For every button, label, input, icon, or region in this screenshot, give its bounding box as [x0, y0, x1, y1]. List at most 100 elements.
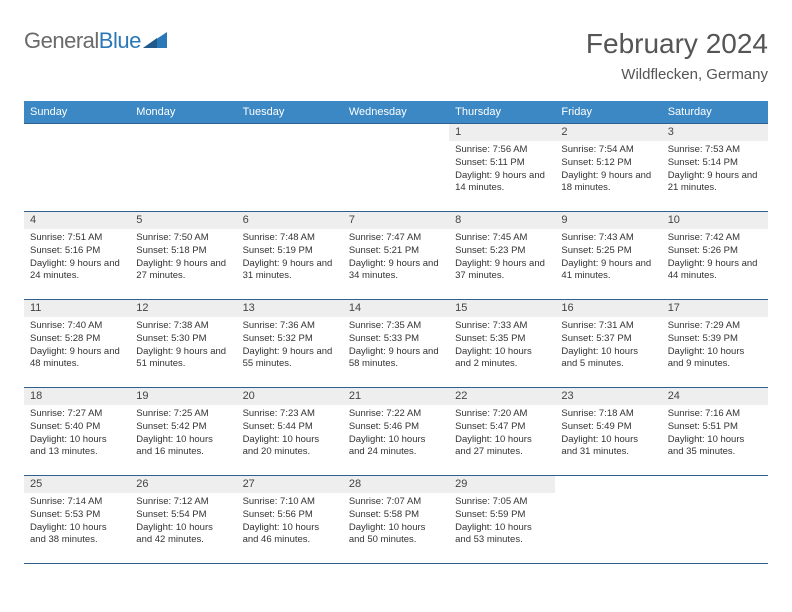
sunset-line: Sunset: 5:33 PM	[349, 333, 443, 346]
logo-text: GeneralBlue	[24, 28, 141, 54]
sunset-line: Sunset: 5:16 PM	[30, 245, 124, 258]
sunset-line: Sunset: 5:19 PM	[243, 245, 337, 258]
day-number: 3	[662, 124, 768, 141]
day-number: 6	[237, 212, 343, 229]
calendar-cell: 13Sunrise: 7:36 AMSunset: 5:32 PMDayligh…	[237, 300, 343, 388]
day-number: 25	[24, 476, 130, 493]
calendar-cell: 18Sunrise: 7:27 AMSunset: 5:40 PMDayligh…	[24, 388, 130, 476]
sunrise-line: Sunrise: 7:16 AM	[668, 408, 762, 421]
daylight-line: Daylight: 9 hours and 14 minutes.	[455, 170, 549, 196]
sunrise-line: Sunrise: 7:07 AM	[349, 496, 443, 509]
day-header: Monday	[130, 101, 236, 124]
calendar-cell	[555, 476, 661, 564]
calendar-cell: 27Sunrise: 7:10 AMSunset: 5:56 PMDayligh…	[237, 476, 343, 564]
sunset-line: Sunset: 5:47 PM	[455, 421, 549, 434]
day-details: Sunrise: 7:51 AMSunset: 5:16 PMDaylight:…	[24, 229, 130, 287]
sunrise-line: Sunrise: 7:33 AM	[455, 320, 549, 333]
day-number: 5	[130, 212, 236, 229]
day-details: Sunrise: 7:33 AMSunset: 5:35 PMDaylight:…	[449, 317, 555, 375]
sunrise-line: Sunrise: 7:42 AM	[668, 232, 762, 245]
day-details: Sunrise: 7:20 AMSunset: 5:47 PMDaylight:…	[449, 405, 555, 463]
calendar-cell	[237, 124, 343, 212]
calendar-cell: 26Sunrise: 7:12 AMSunset: 5:54 PMDayligh…	[130, 476, 236, 564]
daylight-line: Daylight: 9 hours and 51 minutes.	[136, 346, 230, 372]
logo-text-blue: Blue	[99, 28, 141, 53]
daylight-line: Daylight: 10 hours and 16 minutes.	[136, 434, 230, 460]
calendar-cell	[343, 124, 449, 212]
day-number: 9	[555, 212, 661, 229]
daylight-line: Daylight: 9 hours and 27 minutes.	[136, 258, 230, 284]
calendar-body: 1Sunrise: 7:56 AMSunset: 5:11 PMDaylight…	[24, 124, 768, 564]
day-number-bar-empty	[662, 476, 768, 493]
sunrise-line: Sunrise: 7:56 AM	[455, 144, 549, 157]
sunrise-line: Sunrise: 7:25 AM	[136, 408, 230, 421]
day-details: Sunrise: 7:18 AMSunset: 5:49 PMDaylight:…	[555, 405, 661, 463]
sunrise-line: Sunrise: 7:20 AM	[455, 408, 549, 421]
day-details: Sunrise: 7:10 AMSunset: 5:56 PMDaylight:…	[237, 493, 343, 551]
day-details: Sunrise: 7:12 AMSunset: 5:54 PMDaylight:…	[130, 493, 236, 551]
sunrise-line: Sunrise: 7:48 AM	[243, 232, 337, 245]
day-details: Sunrise: 7:16 AMSunset: 5:51 PMDaylight:…	[662, 405, 768, 463]
calendar-cell: 6Sunrise: 7:48 AMSunset: 5:19 PMDaylight…	[237, 212, 343, 300]
sunset-line: Sunset: 5:18 PM	[136, 245, 230, 258]
day-details: Sunrise: 7:53 AMSunset: 5:14 PMDaylight:…	[662, 141, 768, 199]
day-number: 4	[24, 212, 130, 229]
day-details: Sunrise: 7:23 AMSunset: 5:44 PMDaylight:…	[237, 405, 343, 463]
day-details: Sunrise: 7:38 AMSunset: 5:30 PMDaylight:…	[130, 317, 236, 375]
calendar-cell: 17Sunrise: 7:29 AMSunset: 5:39 PMDayligh…	[662, 300, 768, 388]
sunrise-line: Sunrise: 7:14 AM	[30, 496, 124, 509]
day-details: Sunrise: 7:40 AMSunset: 5:28 PMDaylight:…	[24, 317, 130, 375]
day-number: 13	[237, 300, 343, 317]
daylight-line: Daylight: 9 hours and 34 minutes.	[349, 258, 443, 284]
day-number: 2	[555, 124, 661, 141]
sunrise-line: Sunrise: 7:50 AM	[136, 232, 230, 245]
daylight-line: Daylight: 9 hours and 48 minutes.	[30, 346, 124, 372]
calendar-cell: 10Sunrise: 7:42 AMSunset: 5:26 PMDayligh…	[662, 212, 768, 300]
calendar-cell: 28Sunrise: 7:07 AMSunset: 5:58 PMDayligh…	[343, 476, 449, 564]
day-details: Sunrise: 7:56 AMSunset: 5:11 PMDaylight:…	[449, 141, 555, 199]
day-number-bar-empty	[555, 476, 661, 493]
calendar-cell: 29Sunrise: 7:05 AMSunset: 5:59 PMDayligh…	[449, 476, 555, 564]
daylight-line: Daylight: 9 hours and 58 minutes.	[349, 346, 443, 372]
daylight-line: Daylight: 10 hours and 2 minutes.	[455, 346, 549, 372]
daylight-line: Daylight: 10 hours and 24 minutes.	[349, 434, 443, 460]
daylight-line: Daylight: 10 hours and 9 minutes.	[668, 346, 762, 372]
day-details: Sunrise: 7:48 AMSunset: 5:19 PMDaylight:…	[237, 229, 343, 287]
day-number: 16	[555, 300, 661, 317]
daylight-line: Daylight: 10 hours and 27 minutes.	[455, 434, 549, 460]
daylight-line: Daylight: 10 hours and 13 minutes.	[30, 434, 124, 460]
daylight-line: Daylight: 10 hours and 53 minutes.	[455, 522, 549, 548]
sunset-line: Sunset: 5:32 PM	[243, 333, 337, 346]
sunset-line: Sunset: 5:51 PM	[668, 421, 762, 434]
day-details: Sunrise: 7:25 AMSunset: 5:42 PMDaylight:…	[130, 405, 236, 463]
day-header-row: Sunday Monday Tuesday Wednesday Thursday…	[24, 101, 768, 124]
sunset-line: Sunset: 5:37 PM	[561, 333, 655, 346]
logo: GeneralBlue	[24, 28, 171, 54]
day-header: Saturday	[662, 101, 768, 124]
day-number: 26	[130, 476, 236, 493]
daylight-line: Daylight: 10 hours and 46 minutes.	[243, 522, 337, 548]
day-details: Sunrise: 7:29 AMSunset: 5:39 PMDaylight:…	[662, 317, 768, 375]
sunrise-line: Sunrise: 7:12 AM	[136, 496, 230, 509]
month-title: February 2024	[586, 28, 768, 60]
day-number: 14	[343, 300, 449, 317]
sunset-line: Sunset: 5:14 PM	[668, 157, 762, 170]
sunset-line: Sunset: 5:54 PM	[136, 509, 230, 522]
day-header: Sunday	[24, 101, 130, 124]
sunset-line: Sunset: 5:28 PM	[30, 333, 124, 346]
day-number: 24	[662, 388, 768, 405]
sunset-line: Sunset: 5:30 PM	[136, 333, 230, 346]
day-details: Sunrise: 7:42 AMSunset: 5:26 PMDaylight:…	[662, 229, 768, 287]
day-number: 10	[662, 212, 768, 229]
day-number: 22	[449, 388, 555, 405]
sunrise-line: Sunrise: 7:43 AM	[561, 232, 655, 245]
daylight-line: Daylight: 10 hours and 50 minutes.	[349, 522, 443, 548]
day-number-bar-empty	[130, 124, 236, 141]
daylight-line: Daylight: 9 hours and 31 minutes.	[243, 258, 337, 284]
calendar-cell: 11Sunrise: 7:40 AMSunset: 5:28 PMDayligh…	[24, 300, 130, 388]
sunset-line: Sunset: 5:40 PM	[30, 421, 124, 434]
day-number: 21	[343, 388, 449, 405]
day-number: 23	[555, 388, 661, 405]
day-number: 15	[449, 300, 555, 317]
sunrise-line: Sunrise: 7:45 AM	[455, 232, 549, 245]
